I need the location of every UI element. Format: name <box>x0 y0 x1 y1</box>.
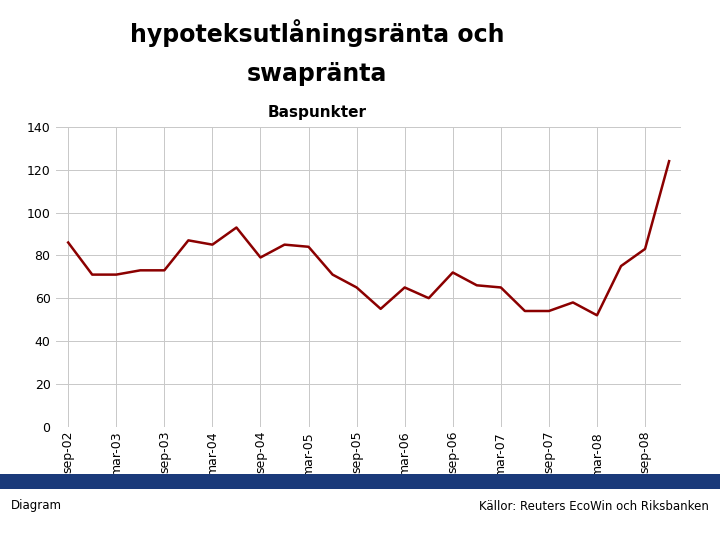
Text: Baspunkter: Baspunkter <box>267 105 366 120</box>
Text: Diagram: Diagram <box>11 500 62 512</box>
Text: hypoteksutlåningsränta och: hypoteksutlåningsränta och <box>130 19 504 47</box>
Text: swapränta: swapränta <box>247 62 387 86</box>
Text: Källor: Reuters EcoWin och Riksbanken: Källor: Reuters EcoWin och Riksbanken <box>480 500 709 512</box>
